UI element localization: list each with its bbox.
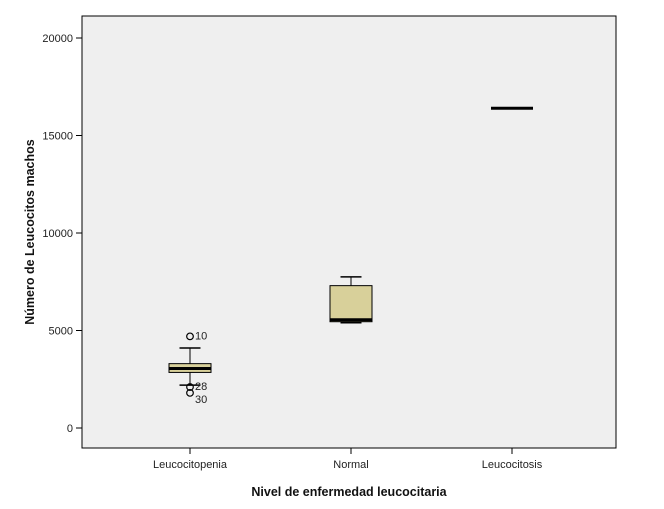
y-tick-label: 20000 xyxy=(42,33,73,45)
x-tick-label: Normal xyxy=(333,459,368,471)
y-tick-label: 5000 xyxy=(49,326,73,338)
x-axis: Leucocitopenia Normal Leucocitosis xyxy=(153,448,543,471)
box-iqr xyxy=(329,285,373,323)
outlier-point xyxy=(186,383,194,391)
outlier-point xyxy=(186,389,194,397)
y-tick-label: 10000 xyxy=(42,228,73,240)
x-tick-label: Leucocitopenia xyxy=(153,459,228,471)
plot-area xyxy=(81,15,617,449)
y-tick-label: 15000 xyxy=(42,131,73,143)
outlier-label: 28 xyxy=(195,381,207,393)
y-axis: 0 5000 10000 15000 20000 xyxy=(42,33,82,435)
outlier-point xyxy=(186,332,194,341)
y-tick-label: 0 xyxy=(67,423,73,435)
x-axis-title: Nivel de enfermedad leucocitaria xyxy=(251,485,447,499)
y-axis-title: Número de Leucocitos machos xyxy=(23,139,37,325)
x-tick-label: Leucocitosis xyxy=(482,459,543,471)
outlier-label: 10 xyxy=(195,330,207,342)
box-normal xyxy=(329,276,373,324)
outlier-label: 30 xyxy=(195,394,207,406)
